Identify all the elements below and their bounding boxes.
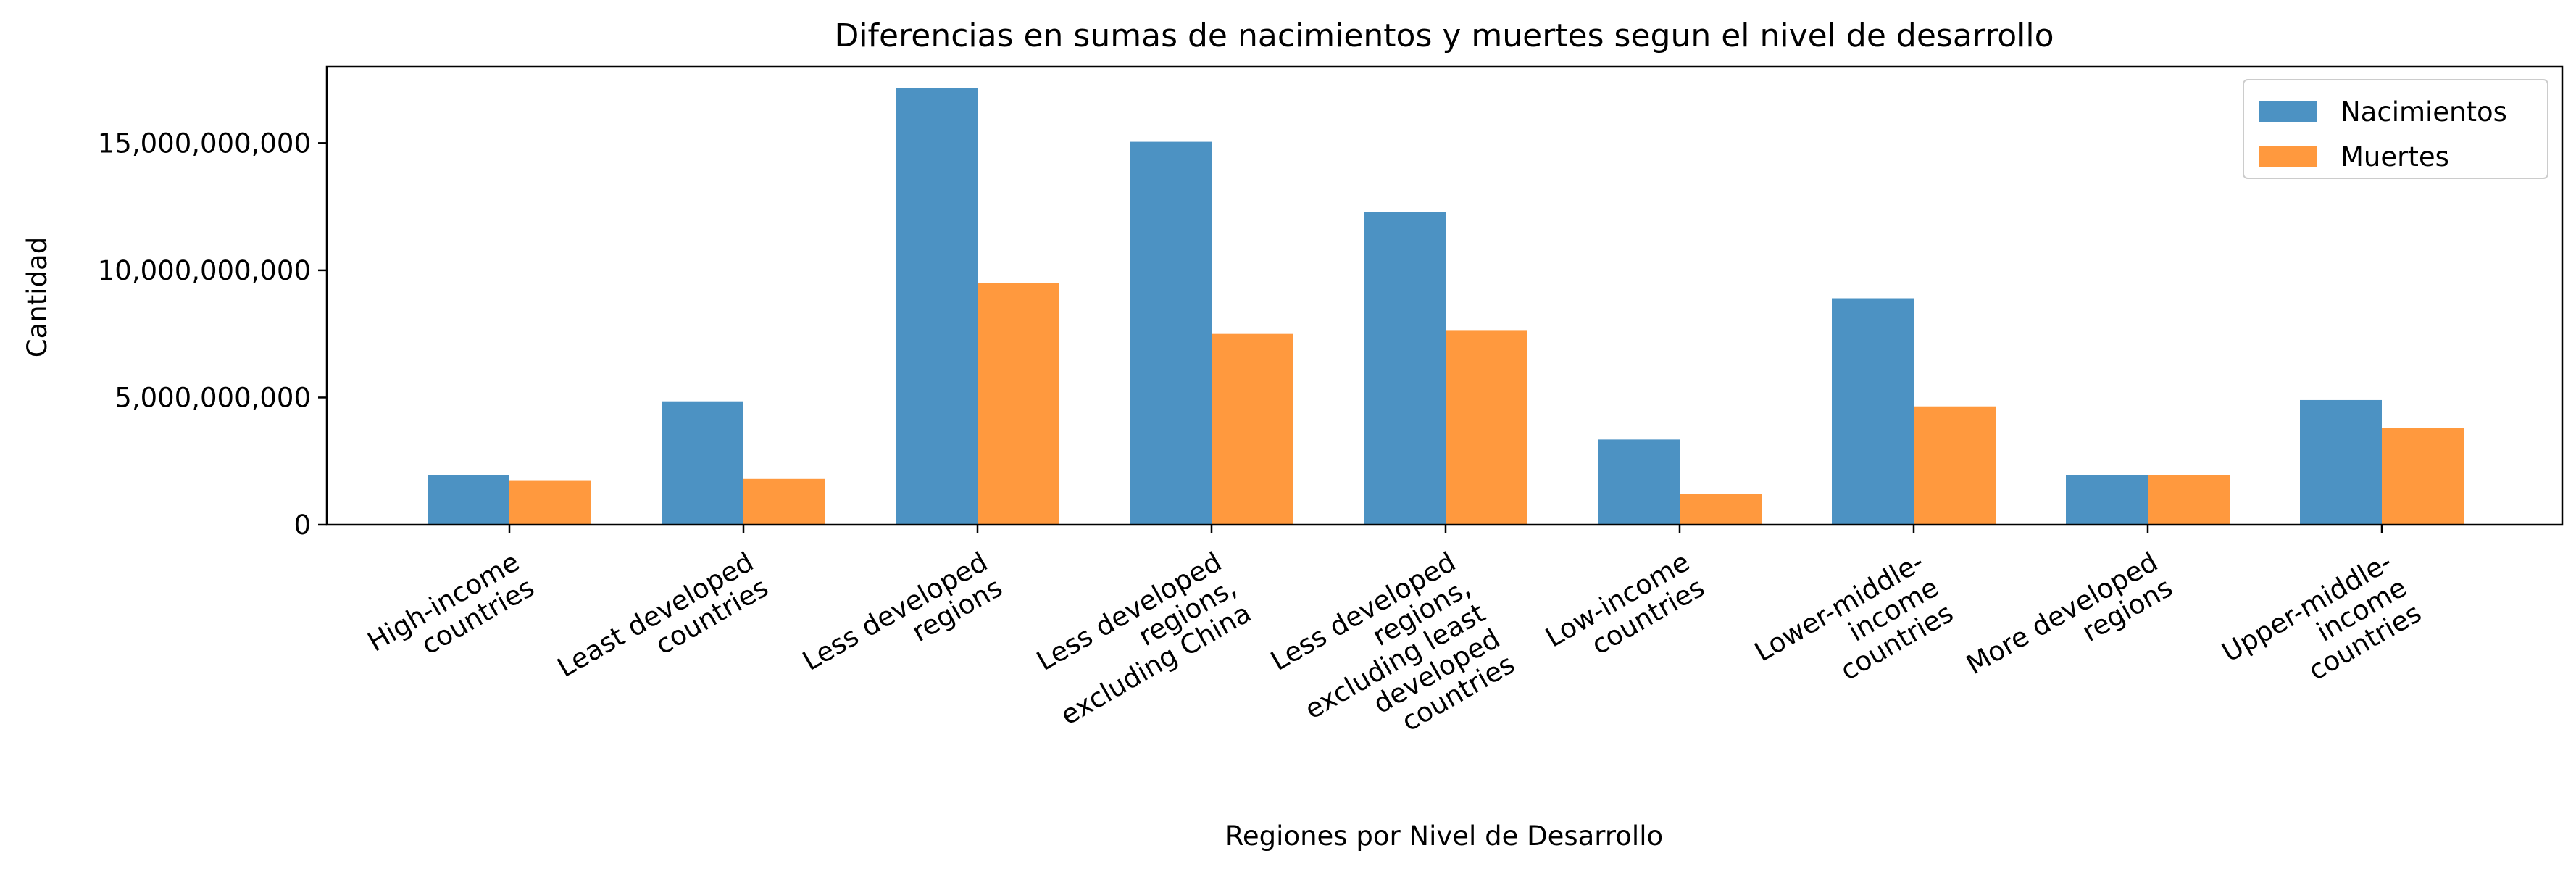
bar-nacimientos: [2066, 475, 2148, 525]
y-axis-title: Cantidad: [22, 237, 53, 357]
bar-muertes: [1914, 406, 1996, 525]
chart-title: Diferencias en sumas de nacimientos y mu…: [834, 17, 2054, 54]
x-axis-title: Regiones por Nivel de Desarrollo: [1225, 820, 1663, 852]
plot-frame: [325, 65, 2564, 526]
legend-swatch: [2259, 146, 2317, 167]
bar-nacimientos: [1364, 212, 1446, 525]
bar-muertes: [743, 478, 825, 525]
bar-muertes: [509, 480, 591, 525]
legend: Nacimientos Muertes: [2243, 79, 2548, 179]
y-tick-label: 10,000,000,000: [98, 255, 311, 286]
y-tick-label: 15,000,000,000: [98, 128, 311, 159]
legend-swatch: [2259, 101, 2317, 122]
legend-label: Muertes: [2341, 141, 2449, 173]
bar-nacimientos: [1598, 439, 1680, 525]
bar-nacimientos: [2300, 399, 2382, 525]
bar-muertes: [1680, 494, 1762, 525]
y-tick-label: 0: [293, 510, 311, 541]
bar-muertes: [1212, 333, 1293, 525]
bar-muertes: [1446, 330, 1527, 525]
y-tick-label: 5,000,000,000: [114, 382, 311, 413]
bar-muertes: [978, 283, 1059, 525]
bar-muertes: [2148, 475, 2230, 525]
bar-nacimientos: [1130, 141, 1212, 525]
bar-muertes: [2382, 428, 2464, 525]
bar-nacimientos: [1832, 298, 1914, 525]
bar-nacimientos: [896, 88, 978, 525]
bar-nacimientos: [662, 401, 743, 525]
legend-label: Nacimientos: [2341, 96, 2507, 128]
legend-box: [2243, 79, 2548, 179]
bar-nacimientos: [428, 475, 509, 525]
bars-layer: [428, 88, 2464, 525]
